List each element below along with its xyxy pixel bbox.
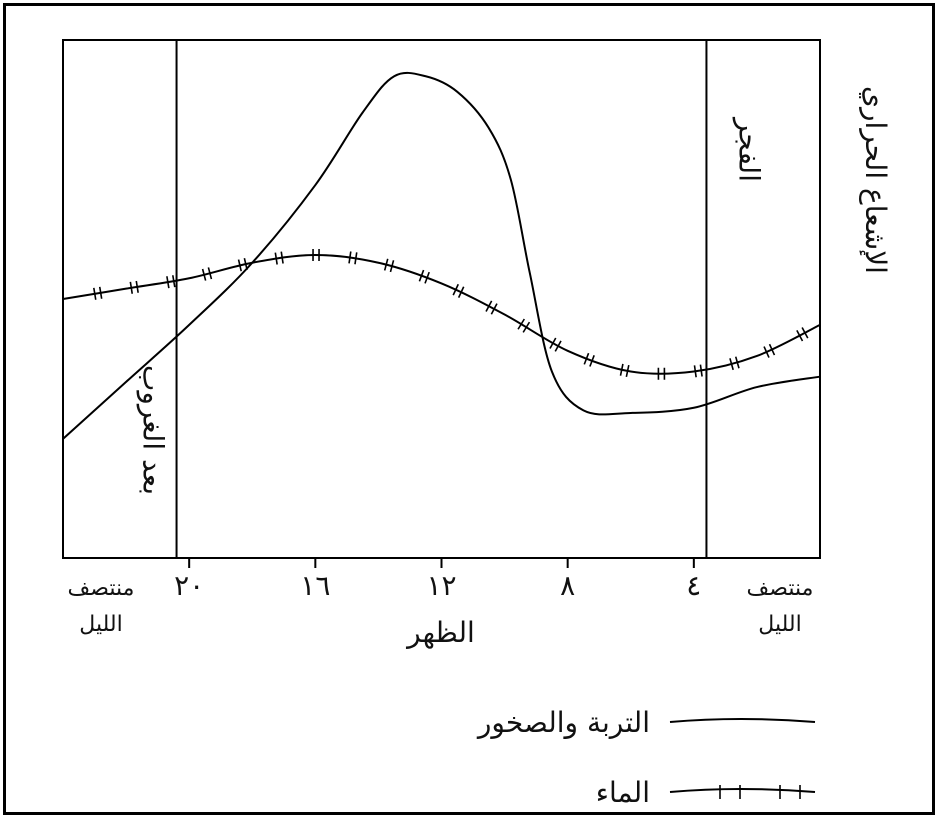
series-tick-1-32 (243, 257, 248, 271)
series-group (62, 71, 821, 440)
series-tick-1-38 (135, 280, 139, 293)
series-tick-1-3 (763, 346, 770, 358)
series-tick-1-23 (418, 269, 425, 282)
series-tick-1-25 (383, 258, 389, 271)
series-tick-1-7 (693, 365, 697, 378)
marker-label-1: بعد الغروب (137, 365, 170, 495)
x-tick-label-3: ١٢ (426, 569, 456, 602)
series-tick-1-27 (348, 251, 352, 264)
series-line-0 (62, 71, 821, 440)
x-tick-label-2: ٨ (560, 569, 575, 602)
legend-swatch-1 (669, 788, 816, 793)
x-tick-label-1: ٤ (686, 569, 701, 602)
series-tick-1-15 (549, 337, 557, 349)
series-tick-1-20 (457, 286, 465, 298)
series-tick-1-14 (554, 340, 562, 352)
series-tick-1-26 (354, 252, 358, 265)
series-tick-1-1 (796, 329, 804, 342)
series-tick-1-4 (734, 356, 740, 369)
series-tick-1-40 (98, 286, 103, 299)
y-axis-label: الإشعاع الحراري (859, 86, 892, 274)
series-tick-1-34 (207, 267, 213, 280)
series-tick-1-19 (485, 300, 493, 312)
legend-label-1: الماء (596, 776, 650, 809)
series-tick-1-30 (280, 251, 284, 264)
series-tick-1-35 (201, 268, 207, 281)
figure-frame (3, 3, 935, 815)
x-axis-center-label: الظهر (405, 616, 475, 649)
series-line-1 (62, 253, 821, 375)
legend-label-0: التربة والصخور (476, 706, 650, 739)
series-tick-1-39 (129, 281, 134, 294)
series-tick-1-36 (171, 275, 176, 288)
series-tick-1-10 (625, 364, 630, 378)
series-tick-1-21 (452, 283, 460, 296)
series-tick-1-16 (522, 321, 531, 333)
series-tick-1-22 (424, 271, 430, 284)
x-tick-label-0: منتصف الليل (747, 576, 814, 637)
vertical-markers: الفجر بعد الغروب (137, 40, 765, 558)
x-tick-label-6: منتصف الليل (68, 576, 135, 637)
series-tick-1-6 (699, 364, 703, 377)
x-axis-labels: منتصف الليل ٤ ٨ ١٢ ١٦ ٢٠ منتصف الليل (68, 569, 814, 637)
marker-label-0: الفجر (732, 116, 765, 182)
x-tick-label-5: ٢٠ (174, 569, 204, 602)
series-tick-1-13 (583, 352, 590, 365)
series-tick-1-41 (93, 287, 97, 300)
series-tick-1-5 (729, 358, 734, 371)
x-tick-label-4: ١٦ (300, 569, 330, 602)
series-tick-1-18 (490, 303, 498, 315)
series-tick-1-11 (619, 363, 624, 376)
series-tick-1-17 (517, 318, 526, 330)
series-tick-1-33 (237, 259, 242, 272)
x-axis-ticks (188, 558, 695, 568)
series-tick-1-0 (801, 327, 809, 339)
series-tickmarks-1 (93, 248, 809, 380)
series-tick-1-2 (768, 343, 776, 356)
legend-swatch-0 (669, 718, 816, 723)
series-tick-1-37 (166, 276, 170, 289)
series-tick-1-31 (274, 252, 278, 265)
series-tick-1-12 (589, 355, 595, 367)
series-tick-1-24 (389, 260, 395, 273)
legend: التربة والصخور الماء (476, 706, 816, 809)
